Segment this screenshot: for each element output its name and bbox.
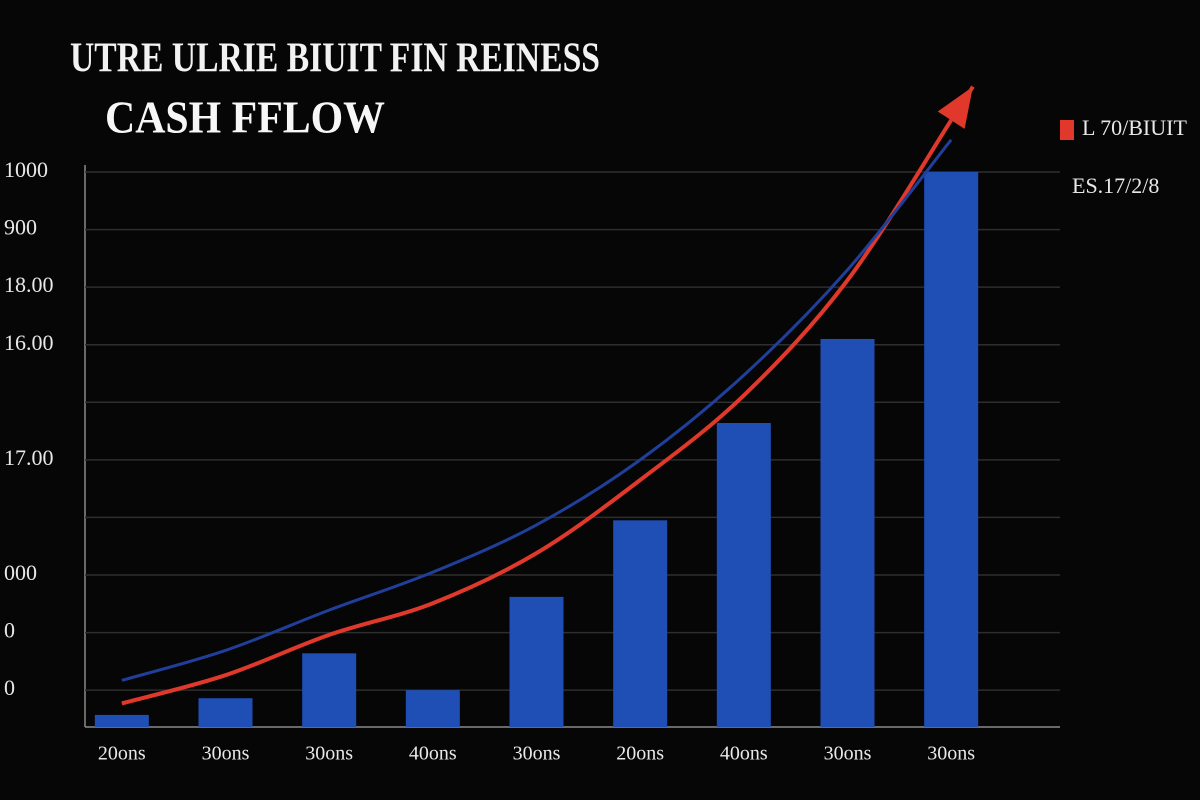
grid xyxy=(85,171,1060,691)
x-tick-label: 30ons xyxy=(305,743,353,765)
x-tick-label: 30ons xyxy=(927,743,975,765)
x-tick-label: 20ons xyxy=(616,743,664,765)
bar xyxy=(302,653,357,727)
y-tick-label: 900 xyxy=(4,215,37,240)
trend-line xyxy=(121,119,953,706)
y-tick-label: 18.00 xyxy=(4,272,54,297)
lines xyxy=(121,85,975,706)
legend-label: L 70/BIUIT xyxy=(1082,115,1187,140)
y-tick-label: 1000 xyxy=(4,157,48,182)
chart-subtitle: CASH FFLOW xyxy=(105,92,385,143)
x-tick-label: 30ons xyxy=(513,743,561,765)
y-tick-label: 0 xyxy=(4,675,15,700)
y-tick-label: 16.00 xyxy=(4,330,54,355)
trend-line xyxy=(121,138,953,682)
legend-swatch xyxy=(1060,120,1074,140)
bar xyxy=(716,423,771,727)
x-tick-label: 20ons xyxy=(98,743,146,765)
legend-label: ES.17/2/8 xyxy=(1072,173,1159,198)
y-tick-label: 0 xyxy=(4,618,15,643)
bar xyxy=(820,338,875,727)
bars xyxy=(94,172,979,727)
x-tick-label: 30ons xyxy=(202,743,250,765)
bar xyxy=(405,690,460,727)
x-tick-label: 40ons xyxy=(720,743,768,765)
bar xyxy=(94,714,149,727)
x-tick-label: 40ons xyxy=(409,743,457,765)
bar xyxy=(613,520,668,727)
y-tick-label: 17.00 xyxy=(4,445,54,470)
x-tick-label: 30ons xyxy=(824,743,872,765)
bar xyxy=(509,596,564,727)
bar xyxy=(198,698,253,727)
chart-title: UTRE ULRIE BIUIT FIN REINESS xyxy=(70,36,600,82)
bar xyxy=(924,172,979,727)
arrow-head xyxy=(937,86,973,129)
y-tick-label: 000 xyxy=(4,560,37,585)
